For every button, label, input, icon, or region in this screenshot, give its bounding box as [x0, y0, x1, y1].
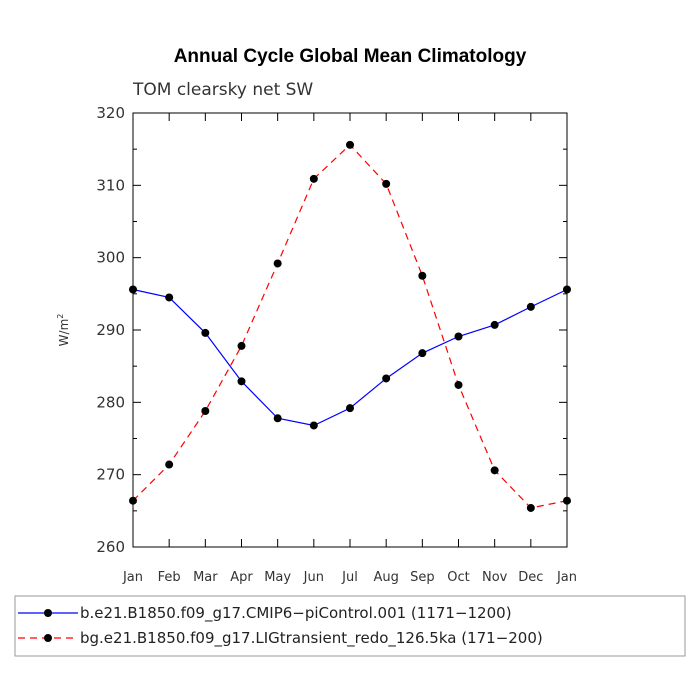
x-axis-ticks: Jan Feb Mar Apr May Jun Jul Aug Sep Oct Nov Dec Jan: [122, 113, 577, 585]
series-1-point: [490, 466, 499, 475]
x-tick-label: Apr: [230, 570, 253, 585]
x-tick-label: Oct: [447, 570, 469, 585]
x-tick-label: Dec: [518, 570, 543, 585]
series-1-point: [237, 341, 246, 350]
series-0-point: [490, 320, 499, 329]
legend-label-1: bg.e21.B1850.f09_g17.LIGtransient_redo_1…: [80, 629, 543, 648]
series-0-point: [346, 404, 354, 413]
chart-subtitle: TOM clearsky net SW: [132, 80, 313, 100]
x-tick-label: May: [264, 570, 291, 585]
series-1-point: [273, 259, 282, 268]
y-tick-label: 320: [96, 104, 125, 122]
series-layer: [129, 140, 571, 512]
series-1-point: [165, 460, 174, 469]
x-tick-label: Jul: [341, 570, 358, 585]
x-tick-label: Aug: [373, 570, 398, 585]
y-tick-label: 260: [96, 538, 125, 556]
series-1-point: [454, 380, 463, 389]
x-tick-label: Jun: [303, 570, 324, 585]
chart-title: Annual Cycle Global Mean Climatology: [174, 46, 527, 67]
series-0-point: [382, 374, 391, 383]
legend-label-0: b.e21.B1850.f09_g17.CMIP6−piControl.001 …: [80, 604, 512, 623]
x-tick-label: Jan: [556, 570, 577, 585]
series-1-point: [418, 271, 427, 280]
x-tick-label: Feb: [158, 570, 181, 585]
x-tick-label: Mar: [193, 570, 218, 585]
series-0-point: [237, 377, 246, 386]
series-0-point: [454, 332, 463, 341]
series-0-point: [201, 328, 210, 337]
x-tick-label: Sep: [410, 570, 435, 585]
legend-swatch-marker-1: [44, 634, 52, 642]
y-tick-label: 310: [96, 176, 125, 194]
series-0-point: [309, 421, 318, 430]
y-axis-label-sup: 2: [56, 314, 65, 319]
legend: b.e21.B1850.f09_g17.CMIP6−piControl.001 …: [14, 595, 686, 657]
series-0-point: [526, 302, 535, 311]
y-tick-label: 300: [96, 249, 125, 267]
series-1-point: [309, 174, 318, 183]
y-tick-label: 270: [96, 466, 125, 484]
y-axis-ticks: 260 270 280 290 300 310 320: [96, 104, 567, 556]
y-axis-label: W/m2: [56, 314, 71, 347]
series-1-point: [382, 179, 391, 188]
series-1-point: [526, 503, 535, 512]
series-1-point: [201, 407, 210, 416]
y-tick-label: 290: [96, 321, 125, 339]
x-tick-label: Nov: [482, 570, 508, 585]
plot-frame: [132, 112, 568, 548]
series-0-point: [418, 349, 427, 358]
x-tick-label: Jan: [122, 570, 143, 585]
series-0-point: [165, 293, 174, 302]
y-axis-label-text: W/m: [57, 319, 71, 347]
y-tick-label: 280: [96, 393, 125, 411]
legend-box: [14, 595, 686, 657]
series-0-point: [273, 414, 282, 423]
series-1-point: [346, 140, 354, 149]
legend-swatch-marker-0: [44, 609, 52, 617]
